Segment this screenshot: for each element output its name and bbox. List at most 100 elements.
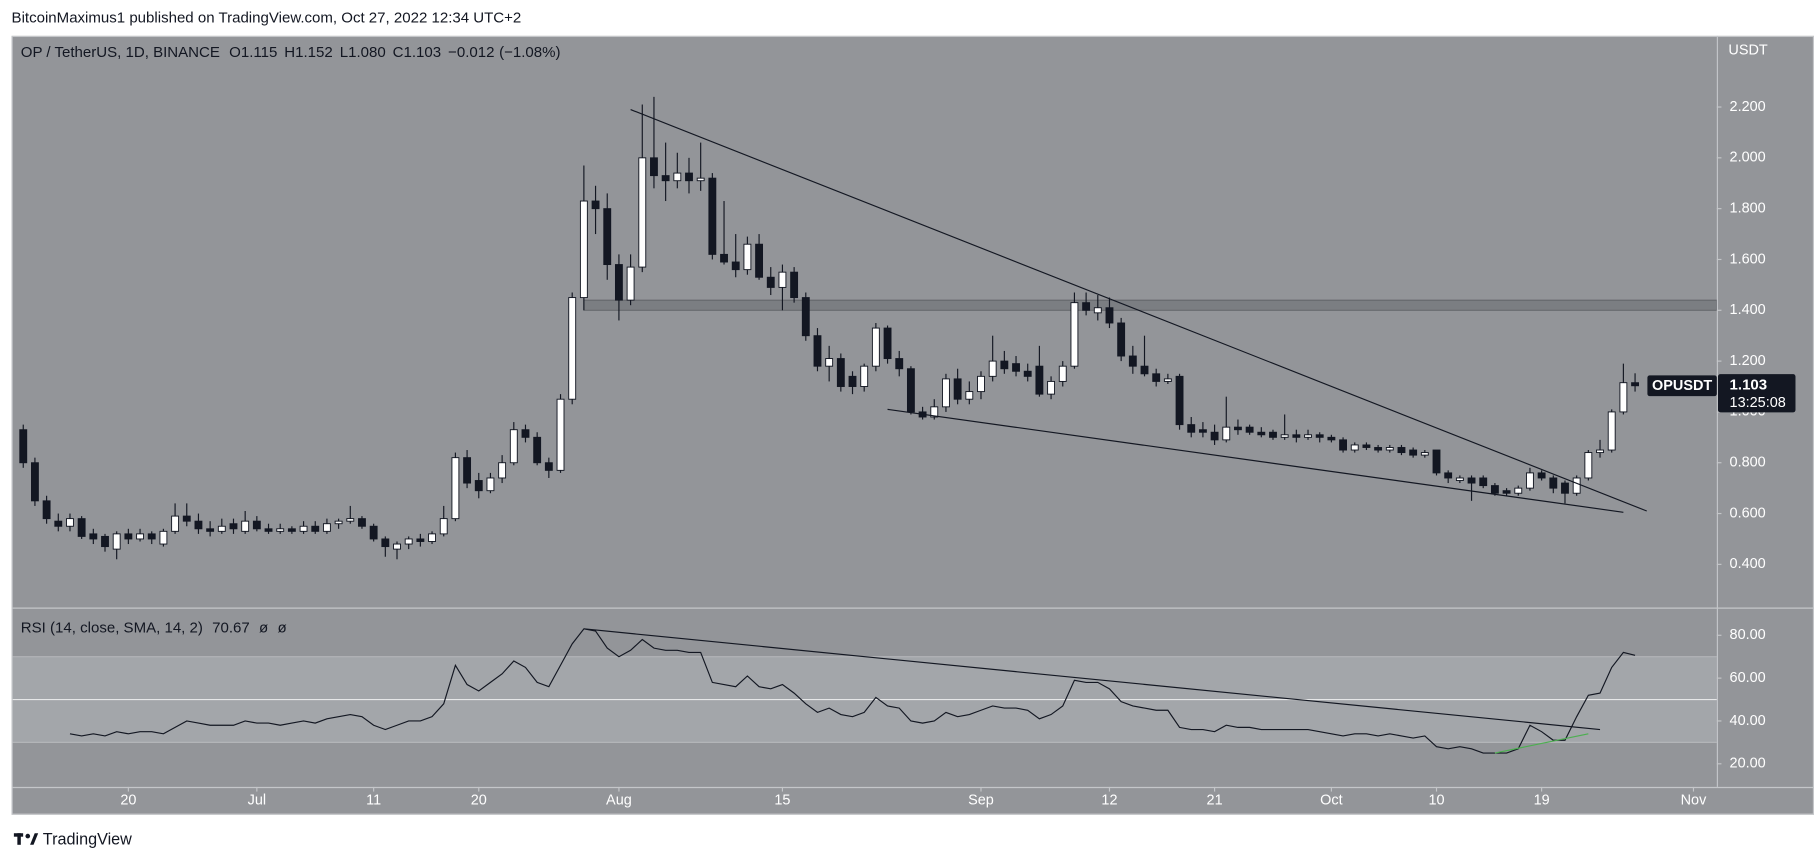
y-tick-label: 1.600 [1730, 251, 1766, 267]
candle-body [1245, 426, 1254, 433]
candle-body [930, 406, 939, 418]
candle-body [404, 538, 413, 545]
candle-body [1093, 307, 1102, 314]
candle-body [299, 525, 308, 532]
candle-body [1502, 490, 1511, 494]
rsi-line [69, 628, 1636, 754]
symbol-title: OP / TetherUS, 1D, BINANCE [21, 44, 220, 61]
candle-body [1000, 360, 1009, 370]
candle-body [813, 335, 822, 367]
candle-body [66, 518, 74, 527]
candle-body [1526, 472, 1534, 489]
x-tick-label: 11 [366, 793, 381, 809]
candle-body [1128, 355, 1137, 367]
ohlc-value: 1.103 [404, 44, 442, 61]
candle-body [1549, 477, 1558, 489]
candle-body [1210, 431, 1219, 441]
y-tick-label: 1.800 [1730, 200, 1766, 216]
rsi-tick-label: 20.00 [1730, 756, 1766, 772]
candle-body [19, 429, 28, 464]
symbol-legend: OP / TetherUS, 1D, BINANCE O1.115 H1.152 L1… [21, 44, 561, 61]
candle-body [1047, 380, 1056, 395]
candle-body [77, 518, 86, 537]
price-axis-unit: USDT [1728, 43, 1768, 59]
candle-body [474, 480, 483, 492]
candle-body [252, 520, 261, 530]
candle-body [276, 528, 285, 532]
candle-body [287, 528, 296, 532]
candle-body [346, 518, 355, 522]
candle-body [708, 177, 717, 255]
ohlc-key: O [229, 44, 241, 61]
rsi-tick-label: 80.00 [1730, 627, 1766, 643]
candle-body [1362, 444, 1371, 448]
candle-body [953, 378, 962, 400]
candle-body [30, 462, 39, 502]
candle-body [1152, 373, 1161, 382]
rsi-na: ø [277, 619, 286, 636]
candle-body [626, 266, 635, 301]
candle-body [1420, 452, 1429, 456]
candle-body [720, 253, 728, 263]
candle-body [171, 515, 180, 532]
candle-body [533, 436, 542, 464]
candle-body [1572, 477, 1581, 494]
candle-body [603, 208, 612, 266]
candle-body [731, 261, 740, 271]
y-tick-label: 0.800 [1730, 455, 1766, 471]
symbol-tag [1647, 375, 1717, 397]
candle-body [778, 271, 787, 288]
candle-body [124, 533, 133, 540]
x-tick-label: Oct [1320, 793, 1342, 809]
ohlc-key: C [393, 44, 404, 61]
candle-body [1432, 449, 1441, 474]
candle-body [1596, 449, 1604, 454]
candle-body [1514, 487, 1523, 494]
rsi-trendline [1494, 733, 1589, 754]
candle-body [871, 327, 880, 367]
candle-body [1012, 363, 1020, 372]
ohlc-key: H [284, 44, 295, 61]
candle-body [241, 520, 250, 532]
candle-body [1292, 434, 1301, 438]
candle-body [1444, 472, 1453, 479]
candle-body [568, 297, 577, 400]
candle-body [1315, 434, 1324, 438]
candle-body [147, 533, 156, 540]
candle-body [1257, 431, 1266, 436]
candle-body [1070, 302, 1079, 367]
candle-body [1479, 477, 1488, 487]
ohlc-value: 1.152 [295, 44, 333, 61]
candle-body [369, 525, 378, 540]
y-tick-label: 0.400 [1730, 556, 1766, 572]
candle-body [393, 543, 401, 550]
candle-body [965, 391, 974, 400]
candle-body [848, 375, 857, 387]
candle-body [1374, 447, 1383, 451]
candle-body [1607, 411, 1616, 451]
rsi-trendline [583, 628, 1601, 731]
x-tick-label: 20 [471, 793, 487, 809]
candle-body [1339, 439, 1348, 451]
candle-body [1105, 307, 1114, 324]
x-tick-label: 12 [1101, 793, 1117, 809]
rsi-tick-label: 40.00 [1730, 713, 1766, 729]
candle-body [334, 520, 343, 525]
candle-body [1490, 485, 1499, 494]
candle-body [661, 175, 670, 182]
ohlc-value: 1.115 [241, 44, 277, 61]
candle-body [556, 398, 565, 471]
candle-body [194, 520, 203, 530]
x-tick-label: Nov [1681, 793, 1707, 809]
candle-body [988, 360, 997, 377]
candle-body [1397, 447, 1406, 454]
candle-body [860, 365, 869, 387]
chart-frame [11, 35, 1814, 815]
candle-body [322, 523, 331, 532]
footer-brand: TradingView [43, 830, 132, 848]
candle-body [895, 358, 904, 370]
candle-body [825, 358, 834, 367]
candle-body [1385, 447, 1394, 451]
